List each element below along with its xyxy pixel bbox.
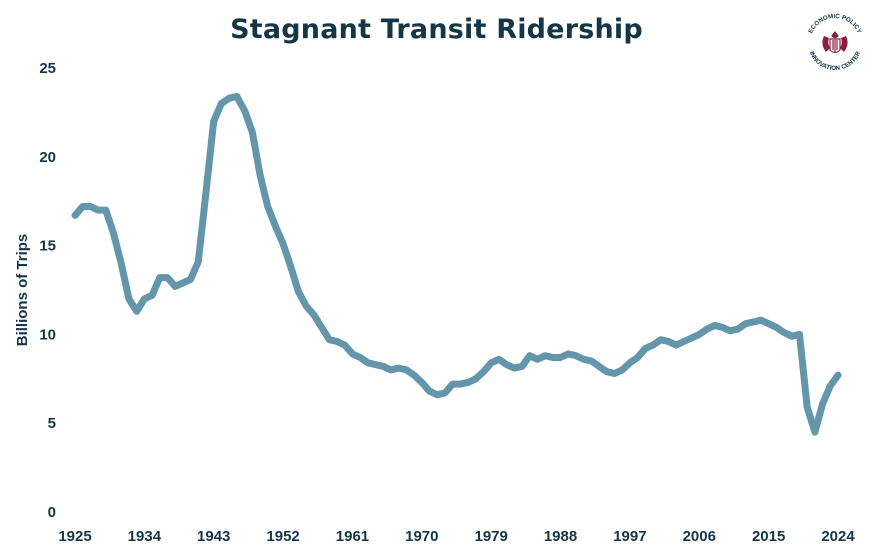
series-group — [71, 92, 842, 436]
x-tick-label: 1943 — [197, 528, 230, 545]
x-tick-label: 2024 — [821, 528, 855, 545]
eagle-seal-icon — [822, 31, 848, 54]
y-tick-label: 10 — [39, 326, 56, 343]
x-tick-label: 1979 — [474, 528, 507, 545]
x-tick-label: 1970 — [405, 528, 438, 545]
epic-logo: ECONOMIC POLICY INNOVATION CENTER — [800, 8, 870, 78]
x-tick-label: 1961 — [336, 528, 369, 545]
x-tick-label: 1934 — [128, 528, 162, 545]
y-tick-label: 5 — [48, 415, 56, 432]
chart-title: Stagnant Transit Ridership — [230, 14, 643, 45]
x-tick-label: 1997 — [613, 528, 646, 545]
y-tick-label: 25 — [39, 60, 56, 77]
x-tick-label: 1988 — [544, 528, 577, 545]
x-tick-label: 1952 — [266, 528, 299, 545]
y-tick-label: 15 — [39, 238, 56, 255]
y-axis-ticks: 0 5 10 15 20 25 — [39, 60, 56, 521]
y-tick-label: 20 — [39, 149, 56, 166]
x-axis-ticks: 1925 1934 1943 1952 1961 1970 1979 1988 1997 2006… — [58, 528, 855, 545]
y-tick-label: 0 — [48, 504, 56, 521]
x-tick-label: 2006 — [683, 528, 716, 545]
x-tick-label: 2015 — [752, 528, 785, 545]
x-tick-label: 1925 — [58, 528, 91, 545]
svg-text:INNOVATION CENTER: INNOVATION CENTER — [808, 50, 863, 72]
ridership-line — [71, 92, 842, 436]
y-axis-label: Billions of Trips — [14, 234, 31, 347]
